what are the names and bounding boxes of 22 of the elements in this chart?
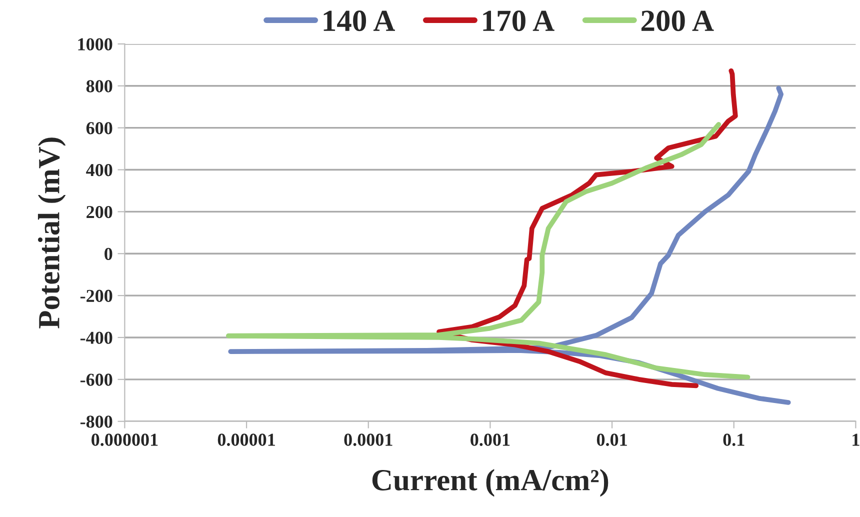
x-tick-label: 0.1	[723, 434, 744, 446]
y-tick-label: 1000	[78, 38, 112, 50]
legend-label: 140 A	[324, 10, 395, 32]
x-tick-label: 1	[852, 434, 860, 446]
y-tick-label: 0	[104, 248, 112, 260]
x-tick-label: 0.01	[596, 434, 627, 446]
y-axis-title: Potential (mV)	[38, 138, 66, 328]
legend-label: 200 A	[641, 10, 714, 32]
y-tick-label: 800	[86, 80, 112, 92]
y-tick-label: -200	[80, 290, 112, 302]
x-axis-title: Current (mA/cm²)	[372, 468, 608, 497]
y-tick-label: 200	[86, 206, 112, 218]
x-tick-label: 0.000001	[92, 434, 158, 446]
legend-label: 170 A	[483, 10, 554, 32]
y-tick-label: 400	[86, 164, 112, 176]
y-tick-label: -600	[80, 374, 112, 386]
y-tick-label: 600	[86, 122, 112, 134]
x-tick-label: 0.0001	[344, 434, 392, 446]
x-tick-label: 0.001	[470, 434, 510, 446]
x-tick-label: 0.00001	[218, 434, 275, 446]
y-tick-label: -800	[80, 416, 112, 428]
y-tick-label: -400	[80, 332, 112, 344]
